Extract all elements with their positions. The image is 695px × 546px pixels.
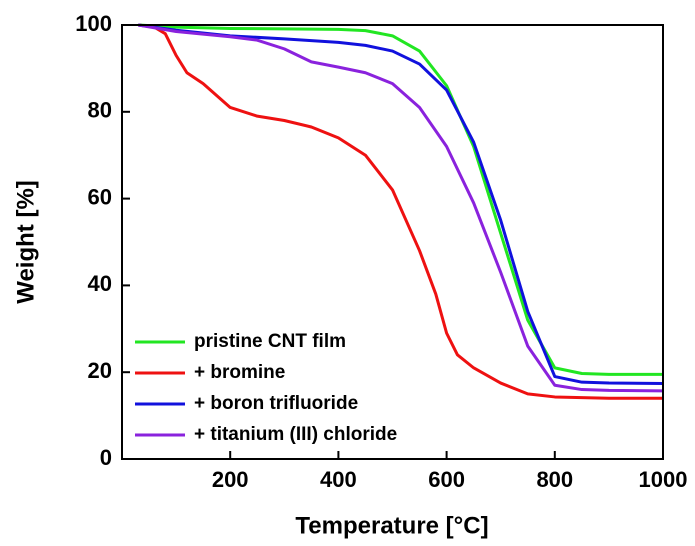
- data-line: [137, 23, 664, 393]
- y-tick-label: 60: [88, 184, 112, 209]
- y-axis-title: Weight [%]: [12, 180, 39, 304]
- x-tick-label: 200: [212, 467, 249, 492]
- y-tick-label: 0: [100, 445, 112, 470]
- y-tick-label: 80: [88, 98, 112, 123]
- legend-label: + bromine: [194, 362, 285, 383]
- x-tick-label: 600: [428, 467, 465, 492]
- y-tick-label: 20: [88, 358, 112, 383]
- x-tick-label: 400: [320, 467, 357, 492]
- x-axis-title: Temperature [°C]: [295, 512, 488, 539]
- legend-label: + boron trifluoride: [194, 393, 358, 414]
- x-tick-label: 1000: [639, 467, 688, 492]
- legend-label: + titanium (III) chloride: [194, 424, 397, 445]
- legend-label: pristine CNT film: [194, 331, 346, 352]
- y-tick-label: 100: [75, 11, 112, 36]
- data-line: [138, 23, 663, 376]
- plot-frame: [121, 24, 664, 460]
- data-line: [138, 23, 663, 400]
- y-tick-label: 40: [88, 271, 112, 296]
- x-tick-label: 800: [536, 467, 573, 492]
- data-line: [138, 23, 664, 385]
